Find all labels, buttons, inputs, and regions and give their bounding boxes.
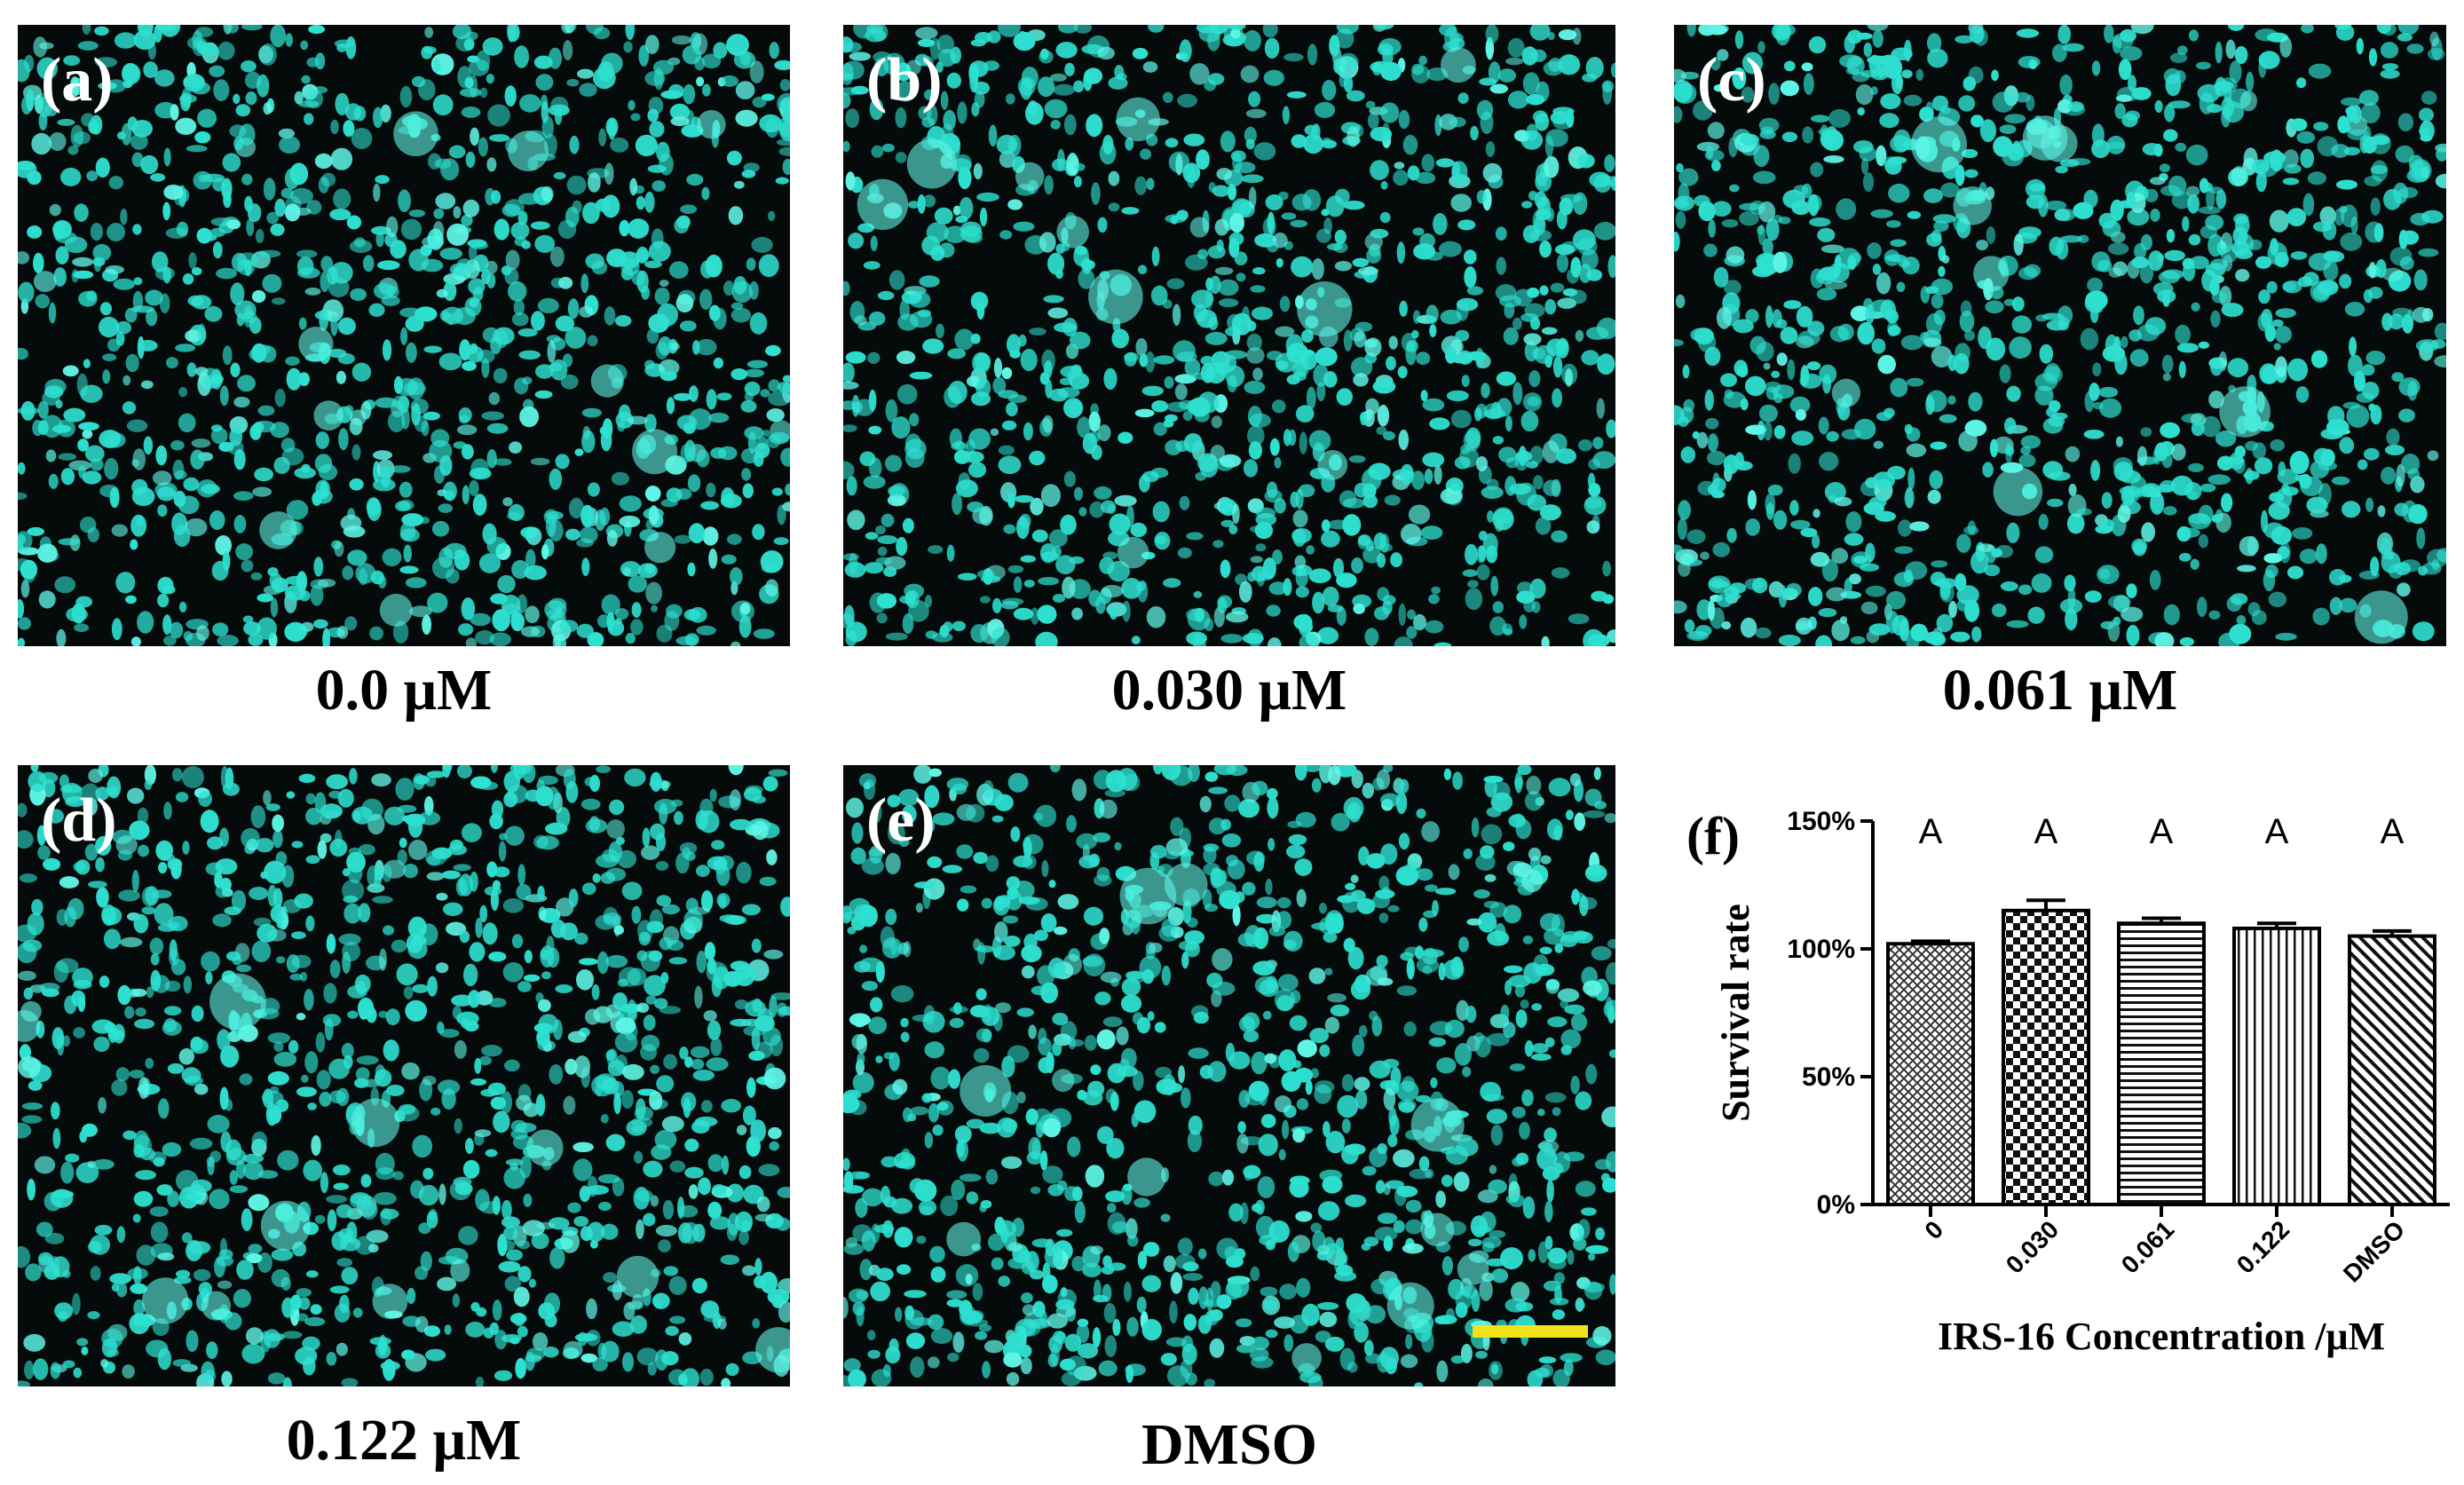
panel-caption: DMSO	[1141, 1412, 1317, 1477]
micrograph-cells	[18, 765, 790, 1386]
x-tick-label: 0	[1919, 1215, 1948, 1244]
significance-letter: A	[1919, 812, 1943, 851]
bar-0	[1886, 942, 1975, 1207]
bar-4	[2348, 934, 2436, 1206]
bar-1	[2002, 908, 2090, 1207]
micrograph-panel-b: (b)	[843, 25, 1615, 646]
micrograph-panel-d: (d)	[18, 765, 790, 1386]
micrograph-panel-a: (a)	[18, 25, 790, 646]
panel-caption: 0.030 μM	[1111, 658, 1347, 723]
x-tick-label: 0.030	[2001, 1215, 2064, 1278]
y-tick-label: 0%	[1817, 1190, 1855, 1220]
significance-letter: A	[2381, 812, 2405, 851]
panel-caption: 0.061 μM	[1942, 658, 2178, 723]
significance-letter: A	[2034, 812, 2058, 851]
x-tick-label: 0.122	[2231, 1215, 2294, 1278]
significance-letter: A	[2150, 812, 2174, 851]
micrograph-cells	[843, 765, 1615, 1386]
bar-2	[2117, 921, 2206, 1206]
micrograph-panel-c: (c)	[1674, 25, 2446, 646]
y-axis-label: Survival rate	[1714, 904, 1757, 1122]
y-tick-label: 100%	[1787, 935, 1855, 964]
chart-panel-label: (f)	[1686, 807, 1740, 865]
panel-label: (b)	[866, 46, 943, 115]
panel-label: (d)	[41, 786, 117, 855]
x-axis-label: IRS-16 Concentration /μM	[1938, 1315, 2385, 1358]
scale-bar	[1473, 1325, 1588, 1338]
micrograph-cells	[18, 25, 790, 646]
panel-label: (e)	[866, 786, 936, 855]
x-tick-label: DMSO	[2338, 1215, 2410, 1287]
panel-label: (c)	[1697, 46, 1766, 115]
survival-rate-bar-chart: (f) Survival rate IRS-16 Concentration /…	[1686, 807, 2450, 1358]
panel-caption: 0.122 μM	[286, 1408, 522, 1473]
significance-letter: A	[2265, 812, 2289, 851]
micrograph-panel-e: (e)	[843, 765, 1615, 1386]
panel-label: (a)	[41, 46, 114, 115]
micrograph-cells	[1674, 25, 2446, 646]
y-tick-label: 150%	[1787, 807, 1855, 836]
x-tick-label: 0.061	[2116, 1215, 2179, 1278]
micrograph-cells	[843, 25, 1615, 646]
panel-caption: 0.0 μM	[315, 658, 493, 723]
bar-3	[2232, 926, 2321, 1207]
y-tick-label: 50%	[1802, 1062, 1855, 1092]
